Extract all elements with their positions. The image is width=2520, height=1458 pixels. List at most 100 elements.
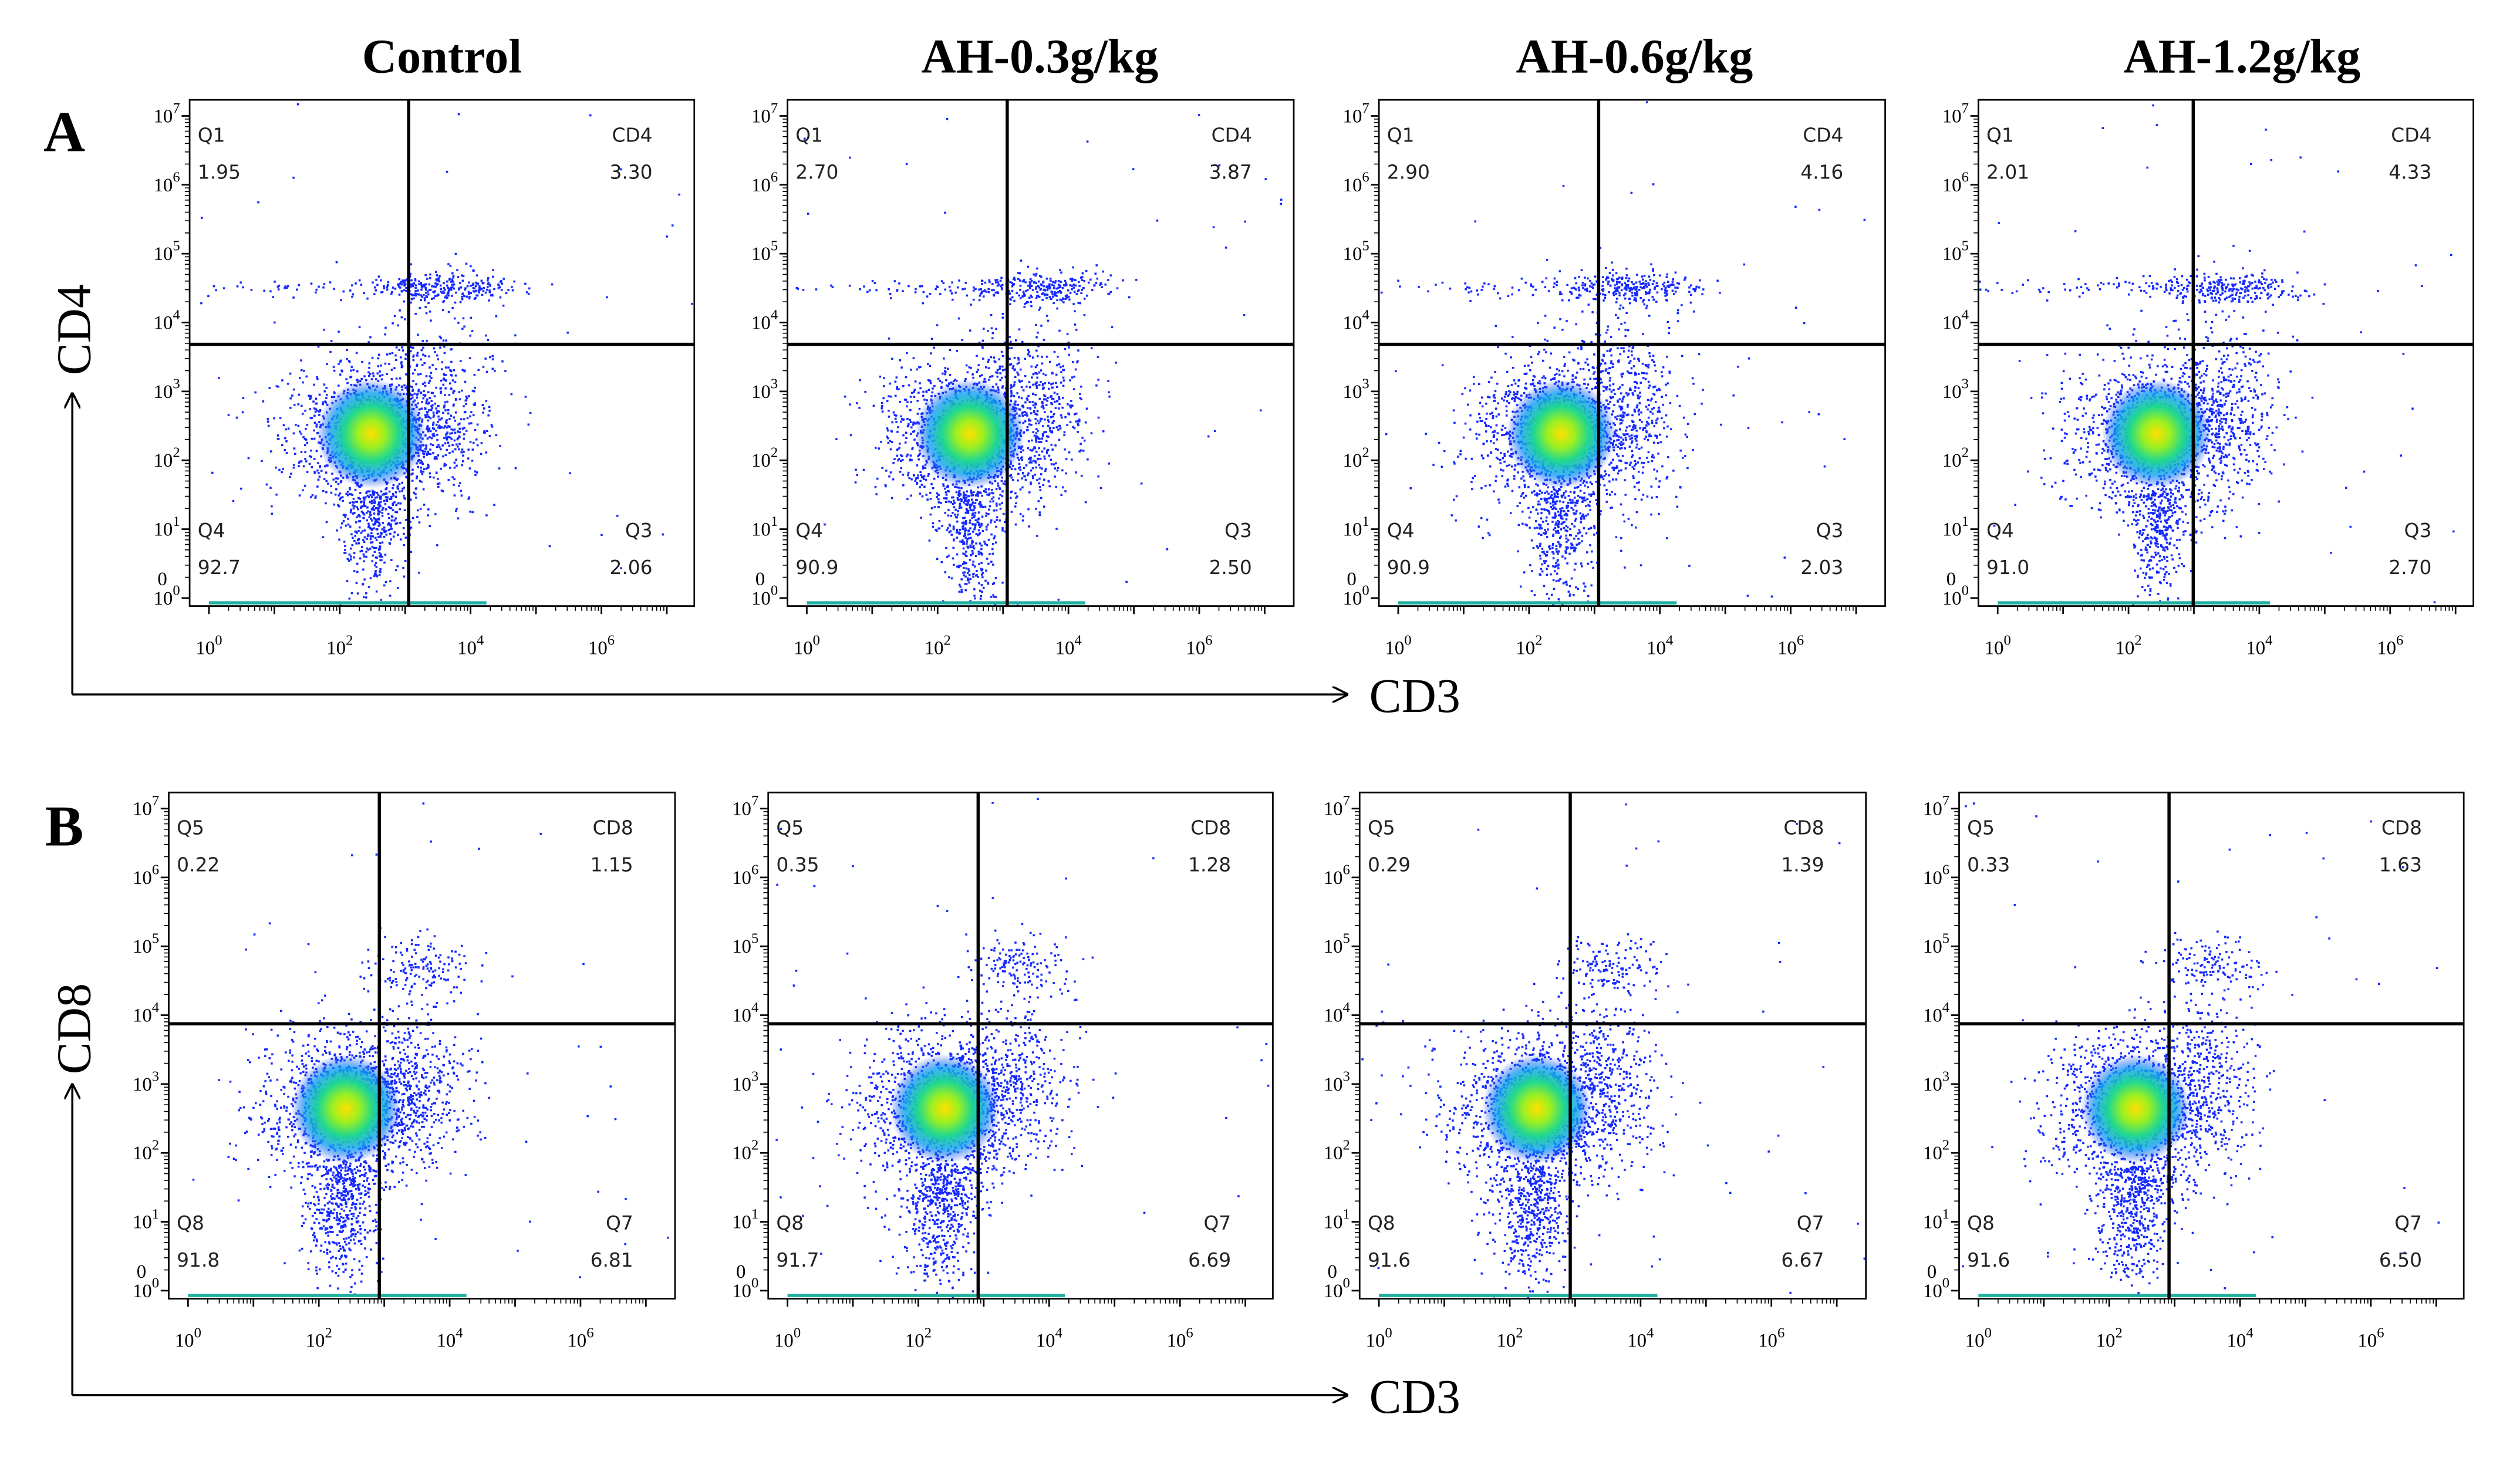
event-dot [973, 514, 976, 517]
event-dot [355, 542, 357, 545]
event-dot [431, 424, 434, 426]
tick-label: 106 [751, 169, 778, 195]
event-dot [1067, 412, 1070, 415]
event-dot [426, 278, 429, 280]
event-dot [373, 517, 376, 519]
event-dot [987, 538, 990, 541]
event-dot [430, 400, 433, 402]
tick-base: 10 [153, 312, 173, 333]
event-dot [964, 494, 967, 497]
event-dot [997, 292, 1000, 294]
event-dot [429, 475, 431, 478]
event-dot [217, 377, 220, 379]
event-dot [484, 431, 486, 434]
event-dot [891, 357, 893, 360]
event-dot [429, 525, 431, 528]
event-dot [345, 524, 348, 527]
event-dot [398, 293, 401, 296]
event-dot [1014, 279, 1016, 281]
event-dot [360, 284, 363, 286]
event-dot [896, 448, 899, 451]
event-dot [1011, 282, 1013, 284]
event-dot [427, 514, 430, 517]
event-dot [1021, 477, 1023, 480]
event-dot [905, 163, 908, 166]
event-dot [345, 378, 348, 380]
event-dot [1213, 430, 1216, 433]
event-dot [369, 513, 372, 516]
event-dot [1135, 279, 1138, 281]
event-dot [369, 527, 372, 530]
event-dot [960, 588, 963, 591]
event-dot [390, 507, 393, 509]
event-dot [362, 517, 365, 519]
event-dot [297, 403, 300, 406]
event-dot [371, 545, 374, 548]
event-dot [425, 312, 428, 315]
event-dot [395, 504, 398, 507]
event-dot [973, 528, 976, 531]
event-dot [1052, 413, 1055, 416]
event-dot [380, 610, 382, 613]
event-dot [909, 454, 912, 457]
event-dot [311, 494, 314, 497]
tick-base: 10 [326, 638, 346, 659]
event-dot [409, 498, 412, 501]
event-dot [446, 448, 448, 451]
event-dot [306, 441, 309, 444]
event-dot [1048, 296, 1051, 298]
event-dot [1080, 398, 1082, 400]
tick-label: 102 [153, 445, 180, 471]
event-dot [434, 351, 436, 353]
event-dot [569, 472, 572, 475]
event-dot [432, 421, 435, 424]
event-dot [222, 287, 225, 289]
event-dot [433, 457, 436, 460]
event-dot [360, 507, 362, 509]
event-dot [922, 478, 925, 480]
event-dot [314, 410, 317, 413]
event-dot [362, 553, 365, 556]
event-dot [410, 526, 413, 529]
event-dot [1037, 457, 1040, 460]
event-dot [427, 293, 430, 296]
event-dot [947, 527, 949, 529]
event-dot [1039, 466, 1041, 469]
event-dot [995, 281, 997, 284]
event-dot [383, 561, 386, 564]
event-dot [426, 413, 429, 416]
event-dot [959, 528, 961, 531]
event-dot [981, 505, 984, 508]
event-dot [1009, 340, 1012, 343]
event-dot [1067, 341, 1070, 344]
event-dot [1049, 286, 1051, 289]
event-dot [378, 522, 380, 524]
event-dot [445, 422, 448, 424]
event-dot [266, 418, 269, 420]
event-dot [954, 379, 957, 381]
event-dot [378, 555, 381, 558]
event-dot [384, 362, 387, 365]
event-dot [239, 281, 242, 284]
event-dot [1031, 376, 1033, 379]
event-dot [1051, 403, 1053, 406]
event-dot [1061, 297, 1064, 300]
event-dot [1021, 280, 1024, 283]
event-dot [350, 493, 353, 495]
event-dot [359, 515, 361, 518]
event-dot [379, 545, 381, 548]
event-dot [351, 295, 353, 298]
event-dot [1034, 372, 1037, 375]
event-dot [974, 612, 977, 615]
event-dot [968, 611, 970, 613]
event-dot [980, 522, 983, 525]
event-dot [957, 487, 960, 489]
event-dot [863, 285, 865, 288]
event-dot [485, 400, 488, 402]
event-dot [457, 322, 460, 324]
event-dot [396, 610, 398, 613]
event-dot [495, 315, 498, 318]
event-dot [1045, 404, 1048, 406]
event-dot [678, 193, 680, 196]
event-dot [396, 511, 399, 514]
